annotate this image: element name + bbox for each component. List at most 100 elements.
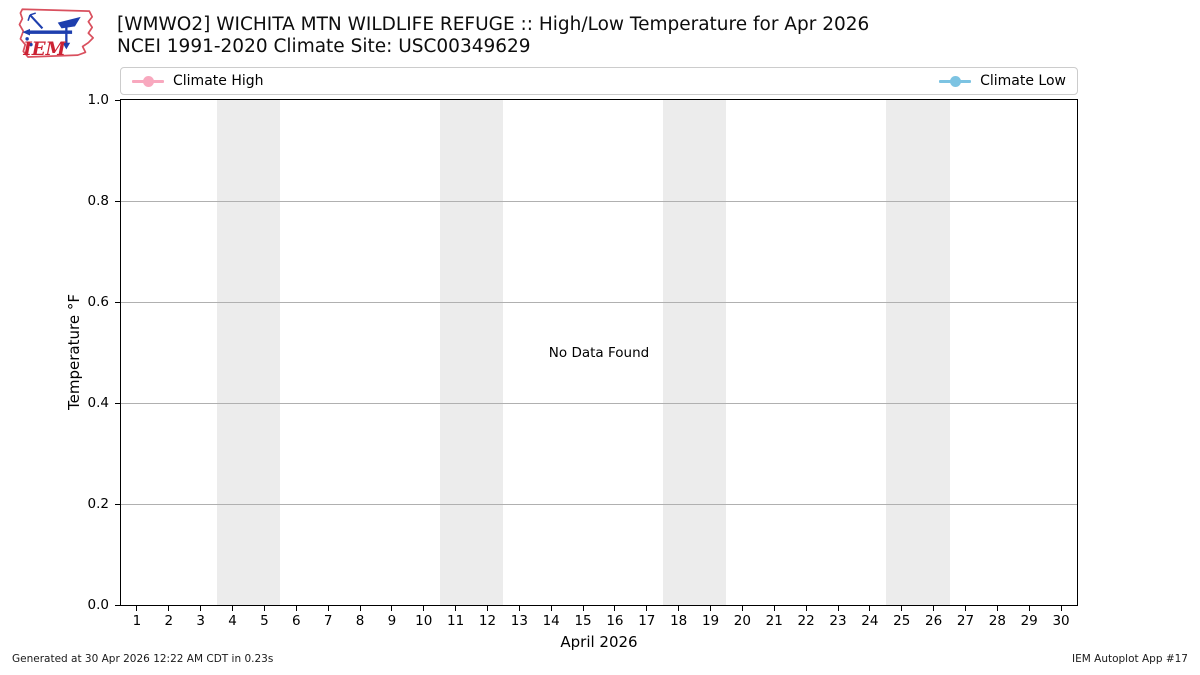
x-tick-label: 22 (797, 613, 815, 629)
climate-low-marker-icon (939, 75, 972, 87)
x-tick-mark (614, 605, 616, 611)
y-tick-mark (115, 604, 121, 606)
x-tick-mark (901, 605, 903, 611)
x-tick-mark (996, 605, 998, 611)
y-tick-label: 1.0 (87, 92, 109, 108)
legend-item-climate-high: Climate High (132, 73, 264, 89)
x-tick-label: 6 (291, 613, 301, 629)
x-tick-label: 20 (733, 613, 751, 629)
x-tick-label: 26 (925, 613, 943, 629)
x-tick-mark (805, 605, 807, 611)
x-tick-label: 14 (542, 613, 560, 629)
y-tick-label: 0.6 (87, 294, 109, 310)
x-tick-label: 1 (132, 613, 142, 629)
x-tick-mark (710, 605, 712, 611)
x-tick-mark (933, 605, 935, 611)
x-tick-mark (391, 605, 393, 611)
x-tick-label: 7 (323, 613, 333, 629)
x-tick-label: 10 (415, 613, 433, 629)
y-tick-mark (115, 301, 121, 303)
x-tick-mark (550, 605, 552, 611)
x-tick-mark (455, 605, 457, 611)
x-tick-mark (678, 605, 680, 611)
x-tick-label: 21 (765, 613, 783, 629)
x-tick-label: 24 (861, 613, 879, 629)
y-tick-mark (115, 503, 121, 505)
y-tick-mark (115, 200, 121, 202)
x-tick-label: 5 (260, 613, 269, 629)
y-tick-mark (115, 99, 121, 101)
y-tick-mark (115, 402, 121, 404)
legend: Climate High Climate Low (120, 67, 1078, 95)
x-tick-mark (837, 605, 839, 611)
footer-generated-text: Generated at 30 Apr 2026 12:22 AM CDT in… (12, 653, 274, 665)
x-tick-label: 8 (355, 613, 365, 629)
x-tick-label: 12 (478, 613, 497, 629)
x-tick-mark (1028, 605, 1030, 611)
iem-logo: IEM (18, 8, 94, 60)
x-tick-label: 18 (670, 613, 688, 629)
x-tick-mark (964, 605, 966, 611)
no-data-message: No Data Found (548, 344, 650, 361)
x-tick-mark (327, 605, 329, 611)
weather-vane-icon (22, 12, 81, 50)
x-tick-label: 11 (447, 613, 465, 629)
x-tick-mark (486, 605, 488, 611)
footer-app-text: IEM Autoplot App #17 (1072, 653, 1188, 665)
x-tick-mark (1060, 605, 1062, 611)
x-tick-label: 23 (829, 613, 847, 629)
x-tick-mark (518, 605, 520, 611)
y-gridline (121, 503, 1077, 505)
x-tick-mark (582, 605, 584, 611)
weekend-band (662, 100, 727, 605)
x-tick-mark (359, 605, 361, 611)
x-axis-label: April 2026 (560, 633, 638, 651)
x-tick-label: 3 (196, 613, 205, 629)
x-tick-mark (869, 605, 871, 611)
x-tick-label: 25 (893, 613, 911, 629)
weekend-band (216, 100, 281, 605)
x-tick-mark (168, 605, 170, 611)
x-tick-mark (295, 605, 297, 611)
page-title: [WMWO2] WICHITA MTN WILDLIFE REFUGE :: H… (117, 14, 870, 35)
x-tick-mark (232, 605, 234, 611)
x-tick-label: 2 (164, 613, 174, 629)
title-block: [WMWO2] WICHITA MTN WILDLIFE REFUGE :: H… (117, 14, 869, 58)
x-tick-label: 27 (956, 613, 975, 629)
legend-item-climate-low: Climate Low (939, 73, 1066, 89)
legend-label-climate-low: Climate Low (980, 73, 1066, 89)
y-tick-label: 0.0 (87, 597, 109, 613)
x-tick-label: 30 (1052, 613, 1070, 629)
iem-logo-text: IEM (22, 39, 66, 60)
x-tick-label: 19 (701, 613, 720, 629)
x-tick-mark (136, 605, 138, 611)
x-tick-label: 29 (1020, 613, 1038, 629)
x-tick-mark (773, 605, 775, 611)
x-tick-mark (646, 605, 648, 611)
climate-high-marker-icon (132, 75, 164, 87)
weekend-band (885, 100, 950, 605)
x-tick-label: 9 (387, 613, 397, 629)
legend-label-climate-high: Climate High (173, 73, 264, 89)
x-tick-label: 13 (510, 613, 528, 629)
plot-area: No Data Found 0.0 0.2 0.4 0.6 0.8 1.0 1 2 3 4 5 6 7 8… (88, 92, 1078, 629)
y-gridline (121, 402, 1077, 404)
y-axis-label: Temperature °F (65, 294, 83, 410)
y-tick-label: 0.2 (87, 496, 109, 512)
x-tick-label: 15 (574, 613, 592, 629)
y-tick-label: 0.8 (87, 193, 109, 209)
x-tick-label: 4 (228, 613, 237, 629)
x-tick-mark (200, 605, 202, 611)
y-tick-label: 0.4 (87, 395, 109, 411)
x-tick-label: 17 (638, 613, 656, 629)
weekend-band (439, 100, 504, 605)
page-subtitle: NCEI 1991-2020 Climate Site: USC00349629 (117, 36, 531, 57)
x-tick-mark (423, 605, 425, 611)
x-tick-mark (741, 605, 743, 611)
y-gridline (121, 200, 1077, 202)
x-tick-mark (263, 605, 265, 611)
x-tick-label: 28 (988, 613, 1006, 629)
x-tick-label: 16 (606, 613, 624, 629)
y-gridline (121, 301, 1077, 303)
